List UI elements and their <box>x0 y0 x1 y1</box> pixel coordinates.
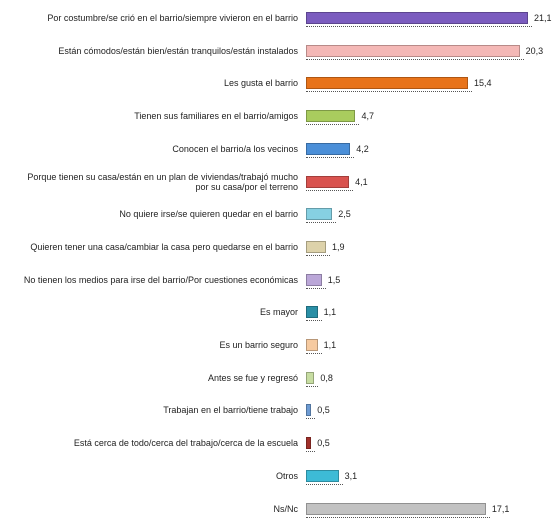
value-label: 4,2 <box>356 143 369 154</box>
bar-shadow <box>306 26 532 27</box>
bar <box>306 306 318 319</box>
category-label: Antes se fue y regresó <box>207 372 298 383</box>
bar <box>306 371 315 384</box>
value-label: 2,5 <box>338 209 351 220</box>
value-label: 17,1 <box>491 503 510 514</box>
value-label: 0,8 <box>320 372 333 383</box>
bar-shadow <box>306 385 319 387</box>
value-label: 4,7 <box>361 111 374 122</box>
category-label: Por costumbre/se crió en el barrio/siemp… <box>47 13 298 23</box>
bar <box>306 12 528 24</box>
bar <box>306 273 322 286</box>
bar-shadow <box>306 58 524 60</box>
category-label: Quieren tener una casa/cambiar la casa p… <box>30 241 298 252</box>
category-label: No tienen los medios para irse del barri… <box>23 274 298 285</box>
category-label: Es mayor <box>259 307 298 318</box>
bar <box>306 240 326 253</box>
bar <box>306 77 469 90</box>
category-label: Otros <box>275 470 298 481</box>
value-label: 21,1 <box>534 13 552 23</box>
category-label: Trabajan en el barrio/tiene trabajo <box>163 405 298 416</box>
bar <box>306 175 350 188</box>
category-label: Tienen sus familiares en el barrio/amigo… <box>134 111 298 122</box>
bar-shadow <box>306 451 316 453</box>
bar <box>306 469 339 482</box>
value-label: 1,9 <box>331 241 345 252</box>
category-label: No quiere irse/se quieren quedar en el b… <box>119 209 298 220</box>
value-label: 3,1 <box>344 470 358 481</box>
bar-shadow <box>306 353 322 354</box>
bar-shadow <box>306 222 337 224</box>
bar <box>306 110 356 123</box>
bar-shadow <box>306 254 330 256</box>
bar-shadow <box>306 189 354 191</box>
bar-shadow <box>306 516 490 518</box>
value-label: 20,3 <box>525 45 544 56</box>
value-label: 4,1 <box>355 176 368 187</box>
category-label: Están cómodos/están bien/están tranquilo… <box>58 45 298 56</box>
bar <box>306 339 318 351</box>
bar <box>306 208 333 221</box>
bar-shadow <box>306 483 343 485</box>
value-label: 1,1 <box>323 340 337 350</box>
value-label: 1,1 <box>323 307 337 318</box>
bar-shadow <box>306 418 316 420</box>
category-label: Está cerca de todo/cerca del trabajo/cer… <box>73 438 298 449</box>
value-label: 15,4 <box>474 78 492 89</box>
value-label: 0,5 <box>317 405 330 416</box>
category-label: Porque tienen su casa/están en un plan d… <box>27 171 298 192</box>
bar-shadow <box>306 124 360 126</box>
bar <box>306 44 520 57</box>
bar <box>306 437 312 450</box>
bar <box>306 404 312 417</box>
bar-shadow <box>306 91 473 93</box>
bar-shadow <box>306 287 326 289</box>
bar-shadow <box>306 320 322 322</box>
bar <box>306 142 351 155</box>
category-label: Ns/Nc <box>273 503 299 514</box>
category-label: Les gusta el barrio <box>223 78 298 89</box>
bar-shadow <box>306 156 355 158</box>
value-label: 1,5 <box>327 274 341 285</box>
value-label: 0,5 <box>317 438 330 449</box>
category-label: Conocen el barrio/a los vecinos <box>172 143 298 154</box>
category-label: Es un barrio seguro <box>219 340 298 350</box>
bar <box>306 502 486 515</box>
